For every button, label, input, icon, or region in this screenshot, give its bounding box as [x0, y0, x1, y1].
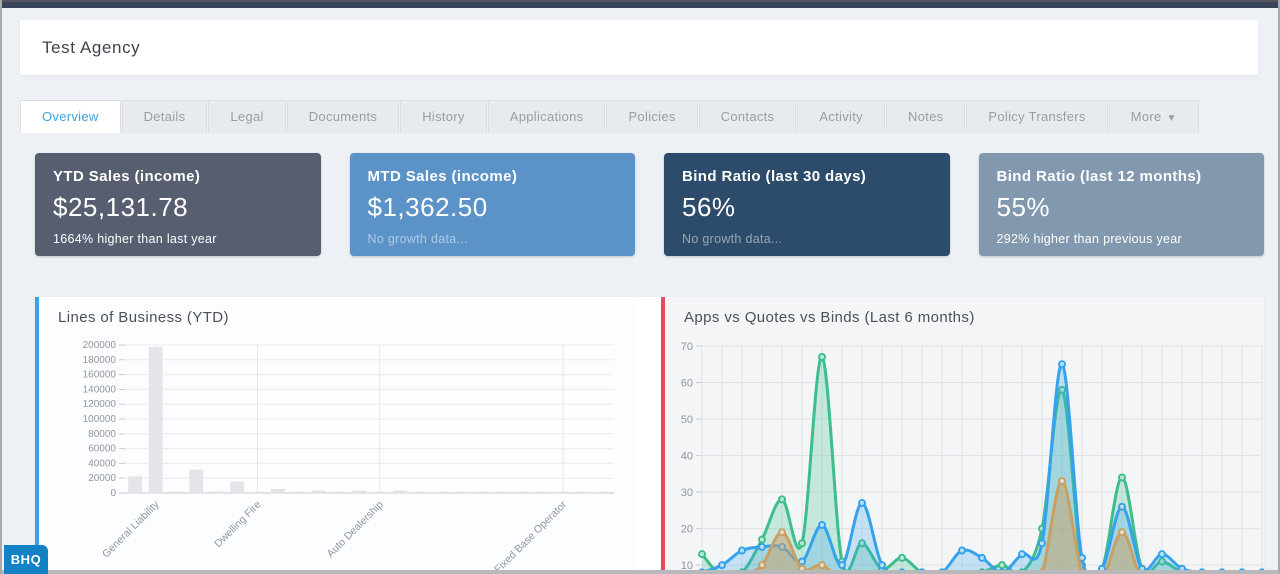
app-window: Test Agency OverviewDetailsLegalDocument… [0, 0, 1280, 574]
kpi-title: Bind Ratio (last 30 days) [682, 168, 932, 185]
kpi-note: 292% higher than previous year [997, 232, 1247, 246]
tab-legal[interactable]: Legal [208, 100, 285, 133]
kpi-title: MTD Sales (income) [368, 168, 618, 185]
top-accent-bar [2, 0, 1278, 8]
svg-text:40000: 40000 [88, 458, 116, 469]
apps-quotes-binds-panel: Apps vs Quotes vs Binds (Last 6 months) … [661, 297, 1264, 574]
bhq-brand-badge[interactable]: BHQ [4, 545, 48, 574]
apps-quotes-binds-chart: 706050403020100 [661, 297, 1264, 574]
svg-text:70: 70 [681, 341, 693, 353]
kpi-card-mtd-sales: MTD Sales (income) $1,362.50 No growth d… [350, 153, 636, 256]
svg-text:60: 60 [681, 378, 693, 390]
tab-notes[interactable]: Notes [886, 100, 965, 133]
svg-text:Auto Dealership: Auto Dealership [324, 499, 385, 560]
kpi-note: 1664% higher than last year [53, 232, 303, 246]
lines-of-business-chart: 2000001800001600001400001200001000008000… [35, 297, 634, 574]
svg-text:Fixed Base Operator: Fixed Base Operator [492, 498, 569, 574]
chart-title: Apps vs Quotes vs Binds (Last 6 months) [684, 309, 975, 326]
kpi-row: YTD Sales (income) $25,131.78 1664% high… [35, 153, 1264, 256]
svg-text:50: 50 [681, 414, 693, 426]
svg-text:200000: 200000 [83, 340, 117, 351]
tab-details[interactable]: Details [122, 100, 208, 133]
tab-bar: OverviewDetailsLegalDocumentsHistoryAppl… [20, 100, 1200, 133]
kpi-note: No growth data... [682, 232, 932, 246]
svg-text:General Liability: General Liability [100, 498, 162, 560]
svg-text:20: 20 [681, 524, 693, 536]
page-header: Test Agency [20, 20, 1258, 75]
kpi-card-bind-ratio-30d: Bind Ratio (last 30 days) 56% No growth … [664, 153, 950, 256]
tab-documents[interactable]: Documents [287, 100, 399, 133]
lines-of-business-panel: Lines of Business (YTD) 2000001800001600… [35, 297, 634, 574]
kpi-value: $25,131.78 [53, 192, 303, 223]
svg-text:Dwelling Fire: Dwelling Fire [212, 499, 264, 551]
tab-policy-transfers[interactable]: Policy Transfers [966, 100, 1107, 133]
svg-text:180000: 180000 [83, 355, 117, 366]
tab-history[interactable]: History [400, 100, 487, 133]
kpi-title: Bind Ratio (last 12 months) [997, 168, 1247, 185]
kpi-value: $1,362.50 [368, 192, 618, 223]
svg-text:20000: 20000 [88, 473, 116, 484]
chevron-down-icon: ▼ [1167, 113, 1177, 124]
window-bottom-frame [2, 570, 1278, 574]
tab-more[interactable]: More▼ [1109, 100, 1199, 133]
tab-policies[interactable]: Policies [606, 100, 697, 133]
kpi-card-ytd-sales: YTD Sales (income) $25,131.78 1664% high… [35, 153, 321, 256]
kpi-value: 55% [997, 192, 1247, 223]
svg-text:160000: 160000 [83, 370, 117, 381]
tab-activity[interactable]: Activity [797, 100, 885, 133]
kpi-note: No growth data... [368, 232, 618, 246]
svg-text:60000: 60000 [88, 444, 116, 455]
svg-text:120000: 120000 [83, 399, 117, 410]
tab-overview[interactable]: Overview [20, 100, 121, 133]
chart-title: Lines of Business (YTD) [58, 309, 229, 326]
svg-text:0: 0 [110, 488, 116, 499]
kpi-card-bind-ratio-12m: Bind Ratio (last 12 months) 55% 292% hig… [979, 153, 1265, 256]
page-title: Test Agency [42, 38, 140, 58]
svg-text:140000: 140000 [83, 384, 117, 395]
svg-text:30: 30 [681, 487, 693, 499]
tab-contacts[interactable]: Contacts [699, 100, 797, 133]
svg-text:100000: 100000 [83, 414, 117, 425]
svg-text:40: 40 [681, 451, 693, 463]
kpi-title: YTD Sales (income) [53, 168, 303, 185]
kpi-value: 56% [682, 192, 932, 223]
svg-text:80000: 80000 [88, 429, 116, 440]
tab-applications[interactable]: Applications [488, 100, 606, 133]
charts-section: Lines of Business (YTD) 2000001800001600… [35, 297, 1264, 574]
